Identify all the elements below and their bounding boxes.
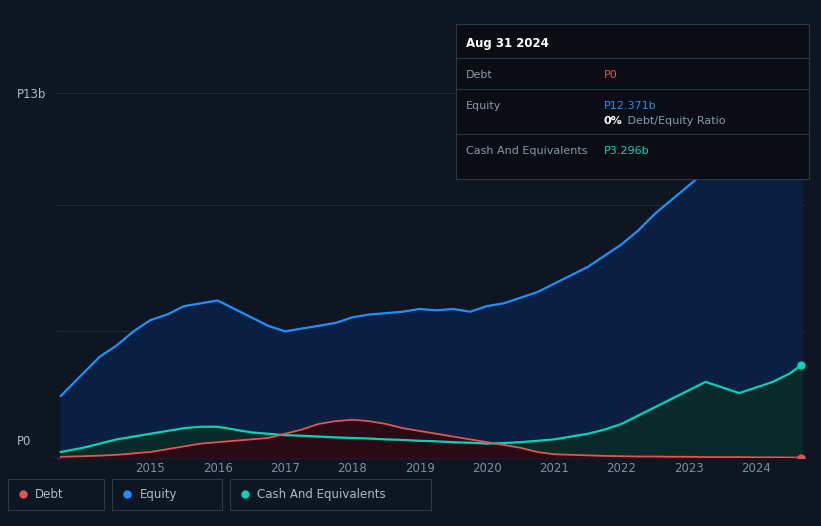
Text: Equity: Equity [466,101,501,112]
Text: Debt: Debt [466,69,493,80]
Text: Aug 31 2024: Aug 31 2024 [466,37,548,50]
Text: Debt: Debt [35,488,64,501]
Text: Debt/Equity Ratio: Debt/Equity Ratio [624,116,726,126]
Text: P0: P0 [16,436,31,448]
Text: Cash And Equivalents: Cash And Equivalents [466,146,587,156]
Text: Cash And Equivalents: Cash And Equivalents [257,488,386,501]
Text: P12.371b: P12.371b [603,101,656,112]
Text: Equity: Equity [140,488,177,501]
Text: P3.296b: P3.296b [603,146,649,156]
Text: P13b: P13b [16,88,46,101]
Text: P0: P0 [603,69,617,80]
Text: 0%: 0% [603,116,622,126]
